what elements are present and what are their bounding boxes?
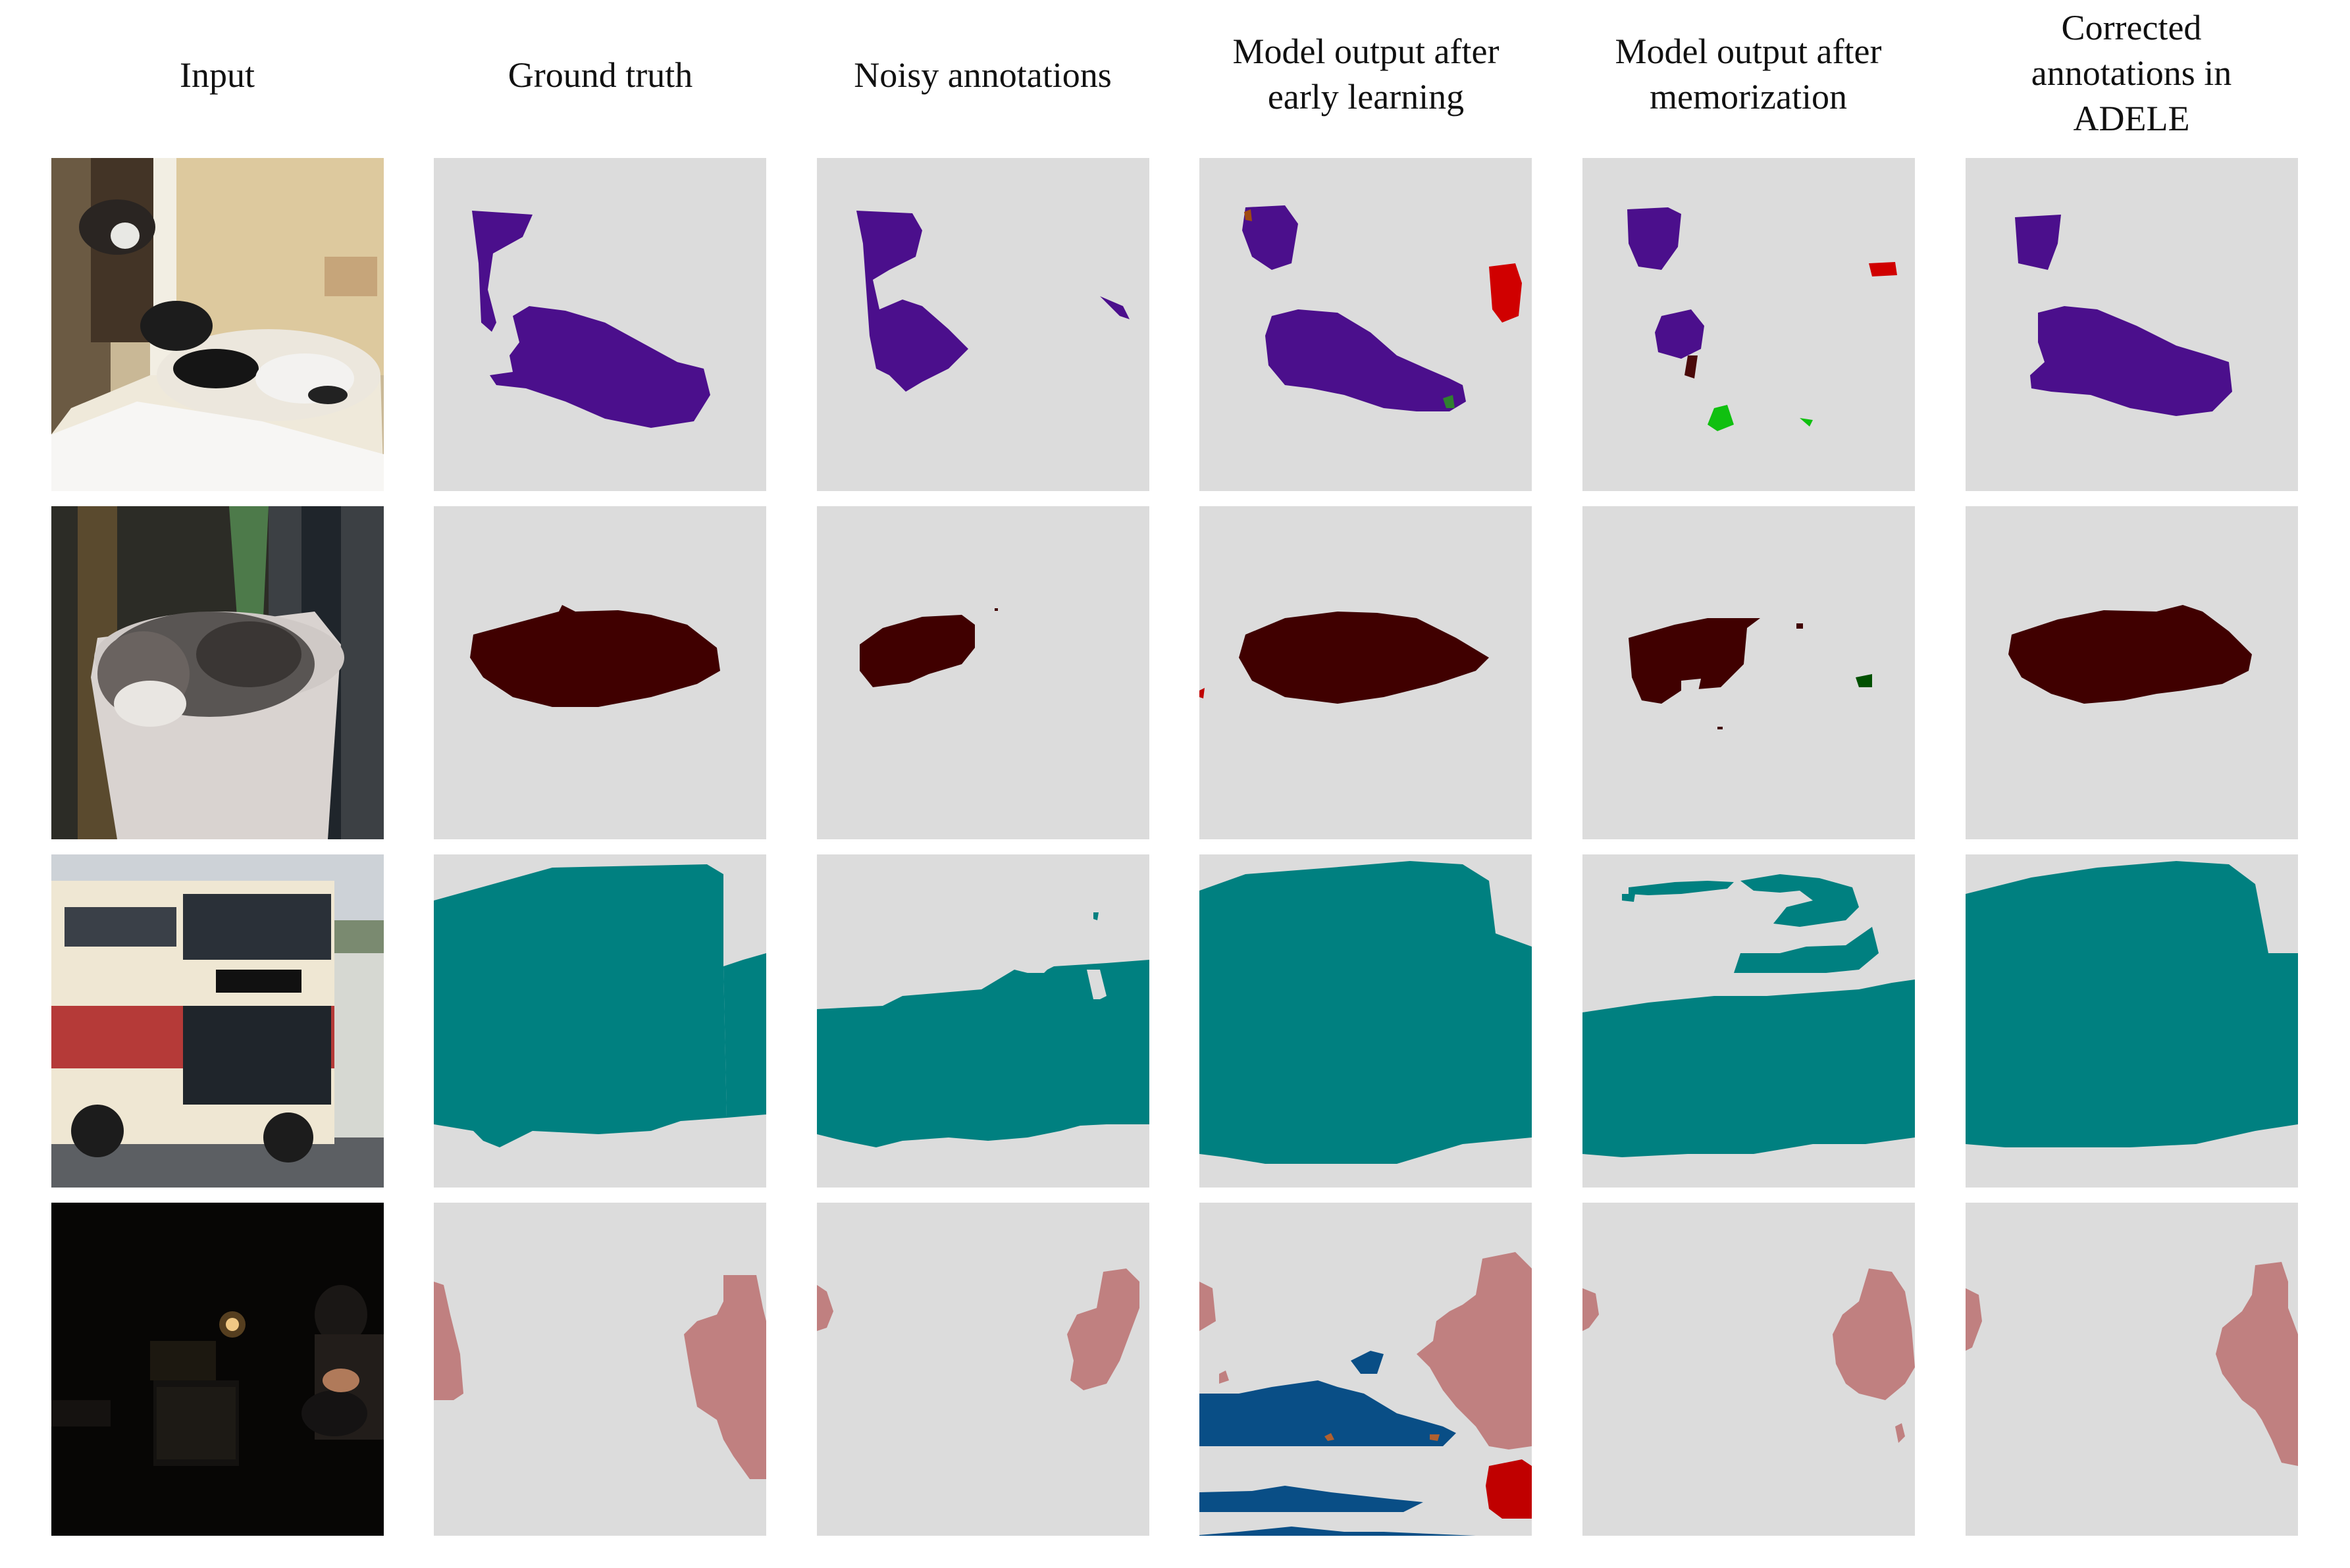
- header-line: Model output after: [1615, 32, 1882, 71]
- input-image-dogs: [51, 158, 384, 491]
- mask-memorization-dogs: [1582, 158, 1915, 491]
- mask-ground-truth-bus: [434, 854, 766, 1188]
- input-image-bus: [51, 854, 384, 1188]
- header-corrected-adele: Corrected annotations in ADELE: [1947, 5, 2316, 142]
- header-line: Model output after: [1232, 32, 1500, 71]
- mask-corrected-person: [1966, 1203, 2298, 1536]
- header-line: annotations in: [2031, 53, 2232, 93]
- header-line: ADELE: [2073, 99, 2190, 139]
- header-line: Ground truth: [508, 55, 693, 95]
- header-line: early learning: [1267, 77, 1465, 117]
- mask-memorization-cat: [1582, 506, 1915, 839]
- mask-noisy-dogs: [817, 158, 1149, 491]
- mask-early-learning-cat: [1199, 506, 1532, 839]
- mask-ground-truth-person: [434, 1203, 766, 1536]
- mask-noisy-bus: [817, 854, 1149, 1188]
- mask-corrected-bus: [1966, 854, 2298, 1188]
- header-line: Input: [180, 55, 255, 95]
- mask-memorization-bus: [1582, 854, 1915, 1188]
- mask-noisy-person: [817, 1203, 1149, 1536]
- input-image-concert: [51, 1203, 384, 1536]
- mask-ground-truth-cat: [434, 506, 766, 839]
- header-noisy-annotations: Noisy annotations: [798, 53, 1167, 98]
- header-ground-truth: Ground truth: [416, 53, 785, 98]
- mask-ground-truth-dogs: [434, 158, 766, 491]
- header-line: Noisy annotations: [854, 55, 1112, 95]
- input-image-cat: [51, 506, 384, 839]
- mask-memorization-person: [1582, 1203, 1915, 1536]
- header-line: Corrected: [2061, 8, 2202, 47]
- header-input: Input: [33, 53, 402, 98]
- header-line: memorization: [1650, 77, 1847, 117]
- mask-noisy-cat: [817, 506, 1149, 839]
- header-early-learning: Model output after early learning: [1182, 29, 1550, 120]
- mask-early-learning-person: [1199, 1203, 1532, 1536]
- header-memorization: Model output after memorization: [1564, 29, 1933, 120]
- mask-corrected-dogs: [1966, 158, 2298, 491]
- mask-corrected-cat: [1966, 506, 2298, 839]
- mask-early-learning-dogs: [1199, 158, 1532, 491]
- mask-early-learning-bus: [1199, 854, 1532, 1188]
